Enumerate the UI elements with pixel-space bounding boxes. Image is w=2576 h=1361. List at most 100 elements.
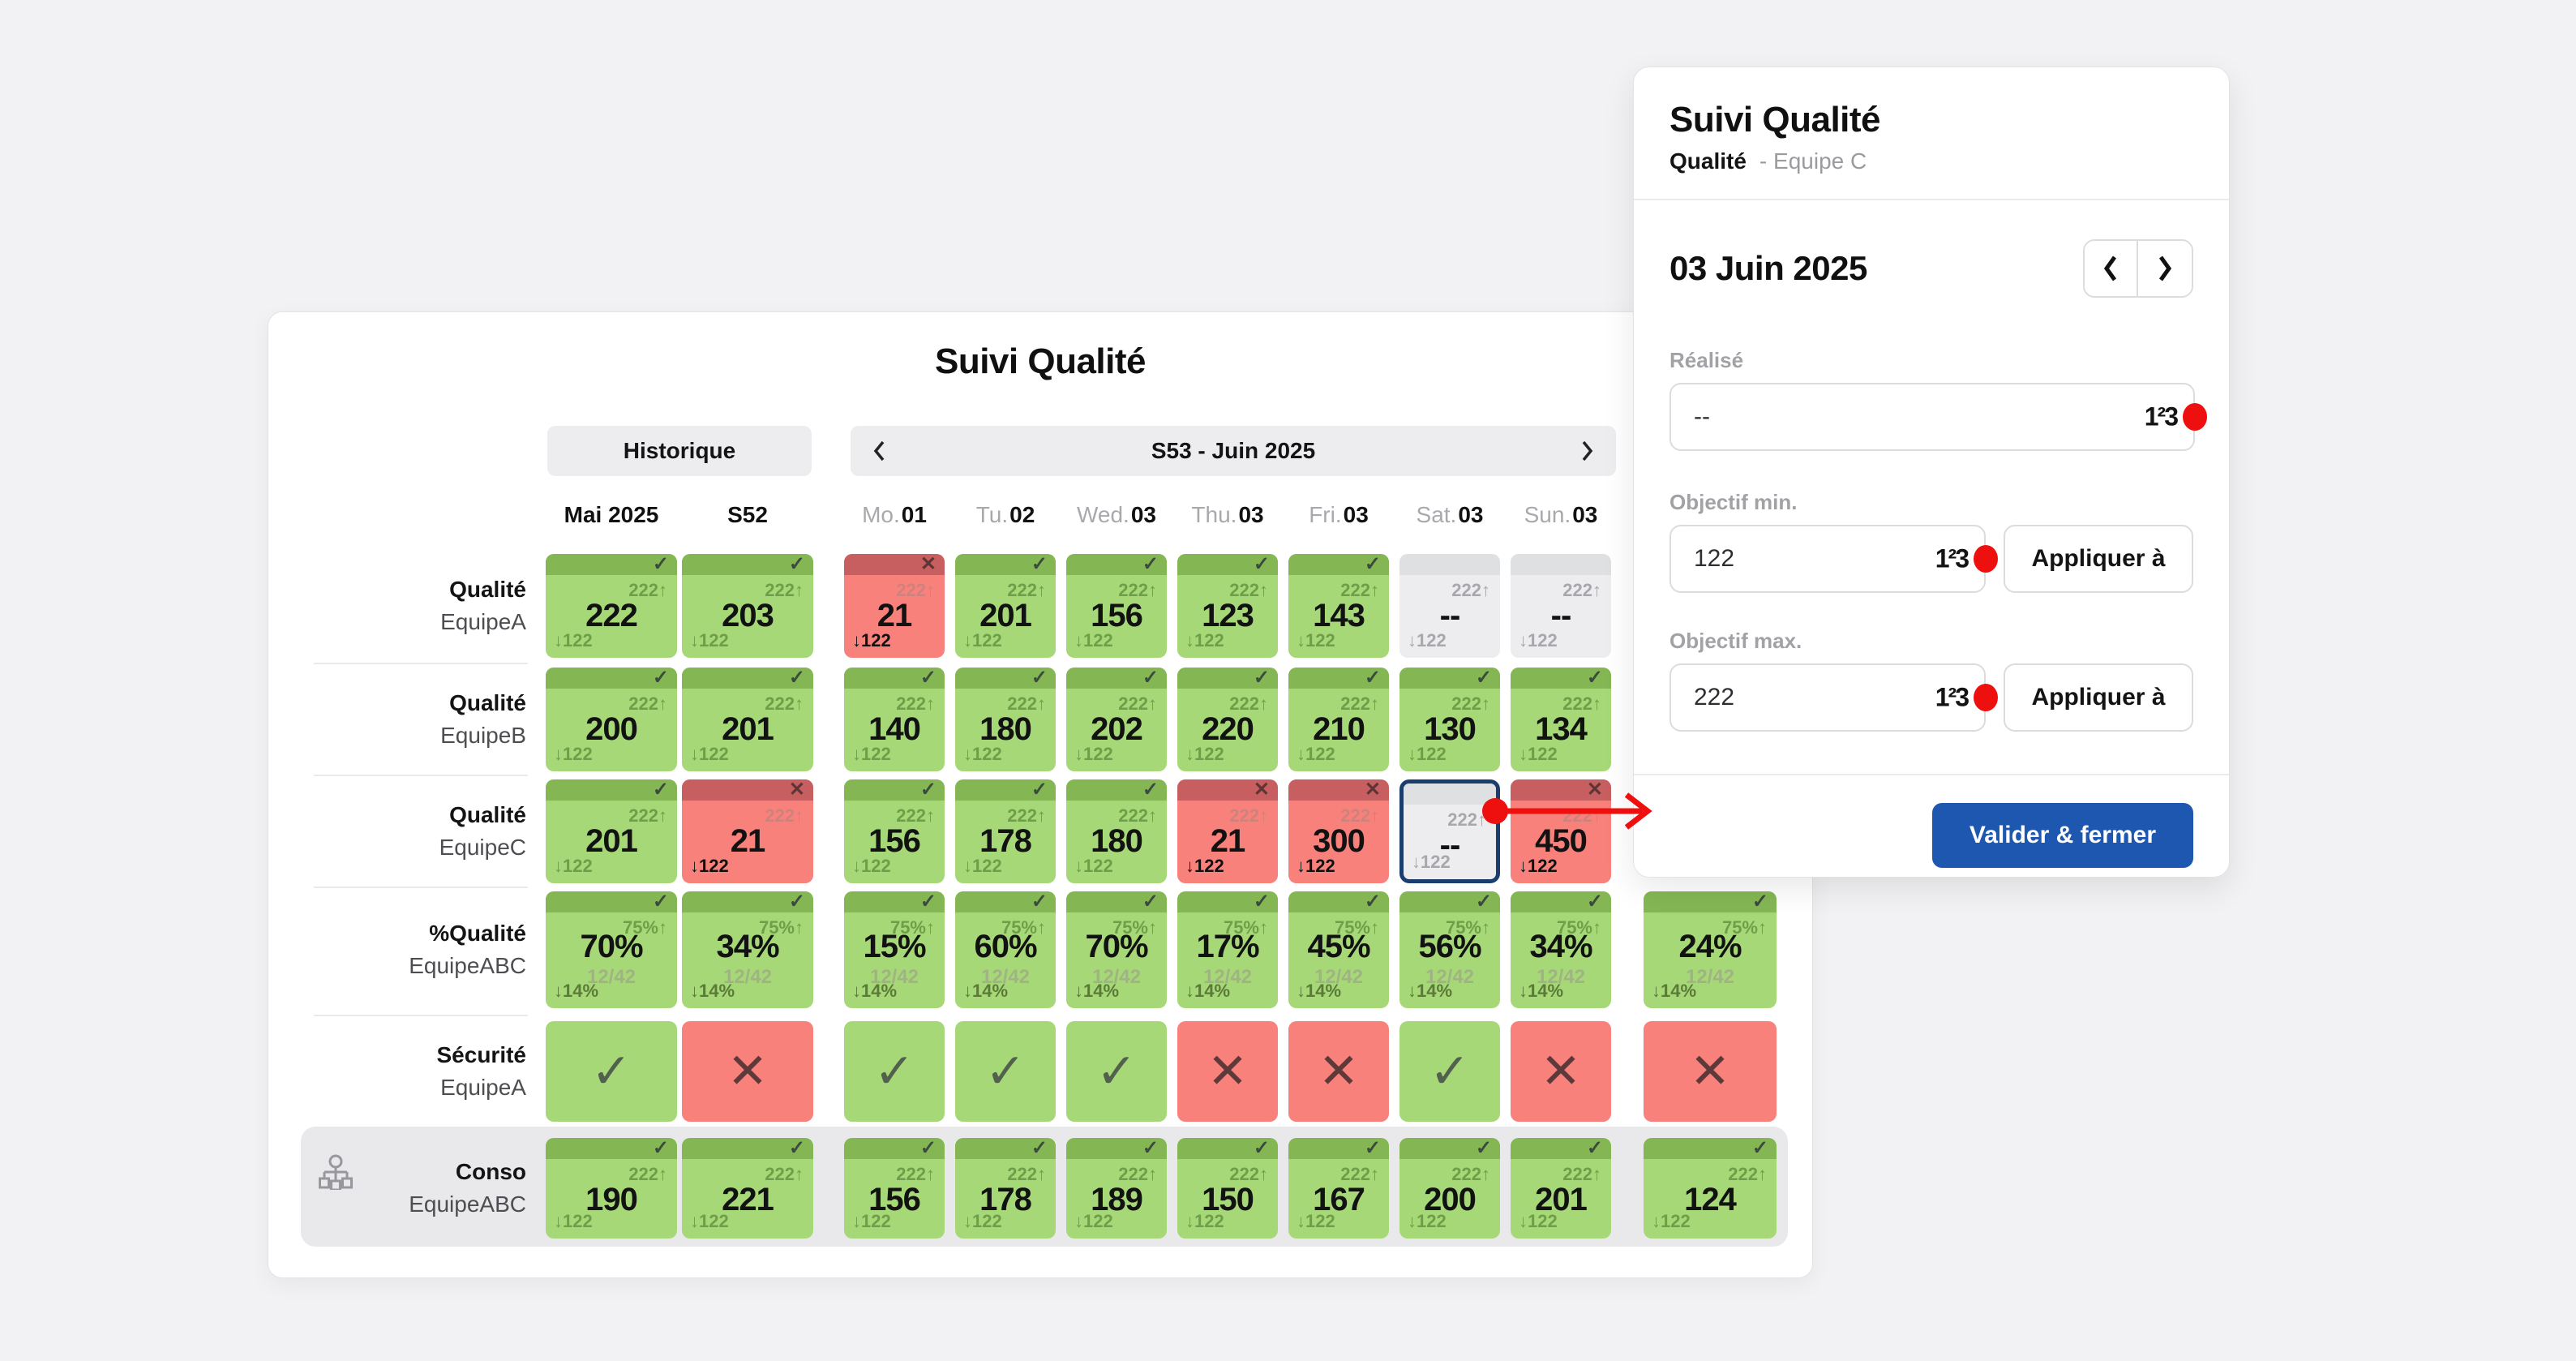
cell-ratio: 12/42 [869,966,919,988]
metric-cell[interactable]: ✓ 222↑ 178 ↓122 [955,1138,1056,1239]
metric-cell[interactable]: ✕ [1177,1021,1278,1122]
status-check-icon: ✓ [652,891,669,912]
metric-cell[interactable]: ✕ 222↑ 21 ↓122 [682,779,813,883]
objective-max-indicator: 75%↑ [1112,917,1157,938]
metric-cell[interactable]: ✓ 75%↑ 15% 12/42 ↓14% [844,891,945,1008]
metric-cell[interactable]: 222↑ -- ↓122 [1399,779,1500,883]
previous-week-button[interactable] [851,426,907,476]
metric-cell[interactable]: ✓ 222↑ 210 ↓122 [1288,668,1389,771]
objective-min-indicator: ↓122 [1519,1211,1558,1231]
apply-min-button[interactable]: Appliquer à [2004,525,2193,593]
metric-cell[interactable]: ✓ 222↑ 201 ↓122 [546,779,677,883]
metric-cell[interactable]: ✓ 222↑ 221 ↓122 [682,1138,813,1239]
metric-cell[interactable]: ✓ [546,1021,677,1122]
metric-cell[interactable]: ✓ 222↑ 130 ↓122 [1399,668,1500,771]
metric-cell[interactable]: ✓ 222↑ 156 ↓122 [1066,554,1167,658]
metric-cell[interactable]: ✓ 75%↑ 34% 12/42 ↓14% [682,891,813,1008]
metric-cell[interactable]: ✓ 75%↑ 24% 12/42 ↓14% [1644,891,1777,1008]
metric-cell[interactable]: ✓ 222↑ 123 ↓122 [1177,554,1278,658]
objective-max-indicator: 222↑ [1229,805,1268,826]
status-check-icon: ✓ [1751,891,1768,912]
metric-cell[interactable]: ✓ 222↑ 140 ↓122 [844,668,945,771]
realise-input[interactable] [1669,383,2195,451]
objective-max-indicator: 222↑ [628,580,667,600]
objective-min-indicator: ↓122 [1074,744,1113,764]
metric-cell[interactable]: ✕ 222↑ 21 ↓122 [1177,779,1278,883]
metric-cell[interactable]: ✓ 222↑ 156 ↓122 [844,1138,945,1239]
cell-ratio: 12/42 [1202,966,1253,988]
objective-min-indicator: ↓122 [963,1211,1002,1231]
row-label-pctqualité: %Qualité EquipeABC [309,891,544,1008]
objective-min-indicator: ↓122 [554,744,593,764]
objectif-max-input[interactable] [1669,663,1986,732]
metric-cell[interactable]: ✓ 75%↑ 45% 12/42 ↓14% [1288,891,1389,1008]
metric-cell[interactable]: ✓ 75%↑ 56% 12/42 ↓14% [1399,891,1500,1008]
day-number: 03 [1238,502,1264,527]
validate-close-button[interactable]: Valider & fermer [1931,803,2193,868]
apply-max-button[interactable]: Appliquer à [2004,663,2193,732]
metric-cell[interactable]: ✓ 222↑ 222 ↓122 [546,554,677,658]
metric-cell[interactable]: ✓ 222↑ 220 ↓122 [1177,668,1278,771]
metric-cell[interactable]: ✓ 222↑ 201 ↓122 [682,668,813,771]
date-navigator [2083,239,2193,298]
metric-cell[interactable]: ✓ 75%↑ 70% 12/42 ↓14% [546,891,677,1008]
previous-day-button[interactable] [2085,241,2138,296]
metric-cell[interactable]: 222↑ -- ↓122 [1399,554,1500,658]
hierarchy-icon [319,1154,353,1190]
metric-cell[interactable]: ✓ 222↑ 203 ↓122 [682,554,813,658]
metric-cell[interactable]: ✓ 222↑ 180 ↓122 [1066,779,1167,883]
cell-status-band: ✓ [844,668,945,689]
metric-cell[interactable]: ✓ 222↑ 124 ↓122 [1644,1138,1777,1239]
check-icon: ✓ [1095,1044,1138,1098]
quality-board-card: Suivi Qualité Historique S53 - Juin 2025… [268,311,1813,1278]
row-divider [314,775,528,776]
metric-cell[interactable]: ✓ [844,1021,945,1122]
metric-cell[interactable]: ✓ 222↑ 201 ↓122 [955,554,1056,658]
metric-cell[interactable]: ✓ 222↑ 143 ↓122 [1288,554,1389,658]
metric-cell[interactable]: ✓ [1399,1021,1500,1122]
metric-cell[interactable]: ✓ 222↑ 189 ↓122 [1066,1138,1167,1239]
metric-cell[interactable]: ✕ 222↑ 300 ↓122 [1288,779,1389,883]
metric-cell[interactable]: ✓ [955,1021,1056,1122]
cell-status-band: ✓ [1511,891,1611,912]
cell-status-band: ✓ [1399,891,1500,912]
metric-cell[interactable]: ✓ 75%↑ 34% 12/42 ↓14% [1511,891,1611,1008]
objective-min-indicator: ↓122 [1408,1211,1447,1231]
cell-status-band: ✓ [546,779,677,801]
column-header-sun: Sun. 03 [1511,497,1611,533]
cell-status-band: ✕ [1511,779,1611,801]
metric-cell[interactable]: ✕ [682,1021,813,1122]
metric-cell[interactable]: ✓ 222↑ 134 ↓122 [1511,668,1611,771]
objective-min-indicator: ↓122 [1297,744,1335,764]
metric-cell[interactable]: ✕ 222↑ 21 ↓122 [844,554,945,658]
metric-cell[interactable]: ✓ 222↑ 156 ↓122 [844,779,945,883]
metric-cell[interactable]: ✕ [1288,1021,1389,1122]
metric-cell[interactable]: ✓ 75%↑ 17% 12/42 ↓14% [1177,891,1278,1008]
metric-cell[interactable]: 222↑ -- ↓122 [1511,554,1611,658]
cell-status-band: ✓ [1066,554,1167,575]
status-check-icon: ✓ [1142,554,1159,575]
next-day-button[interactable] [2138,241,2192,296]
history-button[interactable]: Historique [547,426,812,476]
metric-cell[interactable]: ✓ 222↑ 150 ↓122 [1177,1138,1278,1239]
metric-cell[interactable]: ✓ [1066,1021,1167,1122]
metric-cell[interactable]: ✓ 222↑ 180 ↓122 [955,668,1056,771]
metric-cell[interactable]: ✓ 222↑ 178 ↓122 [955,779,1056,883]
metric-cell[interactable]: ✓ 75%↑ 60% 12/42 ↓14% [955,891,1056,1008]
objectif-min-input[interactable] [1669,525,1986,593]
metric-cell[interactable]: ✕ 222↑ 450 ↓122 [1511,779,1611,883]
metric-cell[interactable]: ✕ [1644,1021,1777,1122]
metric-cell[interactable]: ✓ 222↑ 202 ↓122 [1066,668,1167,771]
team-name: EquipeC [439,835,526,860]
metric-cell[interactable]: ✓ 222↑ 200 ↓122 [546,668,677,771]
cell-status-band: ✓ [844,891,945,912]
next-week-button[interactable] [1559,426,1616,476]
objective-min-indicator: ↓122 [1519,856,1558,876]
metric-cell[interactable]: ✓ 222↑ 201 ↓122 [1511,1138,1611,1239]
metric-cell[interactable]: ✕ [1511,1021,1611,1122]
metric-cell[interactable]: ✓ 222↑ 167 ↓122 [1288,1138,1389,1239]
metric-cell[interactable]: ✓ 75%↑ 70% 12/42 ↓14% [1066,891,1167,1008]
metric-cell[interactable]: ✓ 222↑ 190 ↓122 [546,1138,677,1239]
column-header-mo: Mo. 01 [844,497,945,533]
metric-cell[interactable]: ✓ 222↑ 200 ↓122 [1399,1138,1500,1239]
